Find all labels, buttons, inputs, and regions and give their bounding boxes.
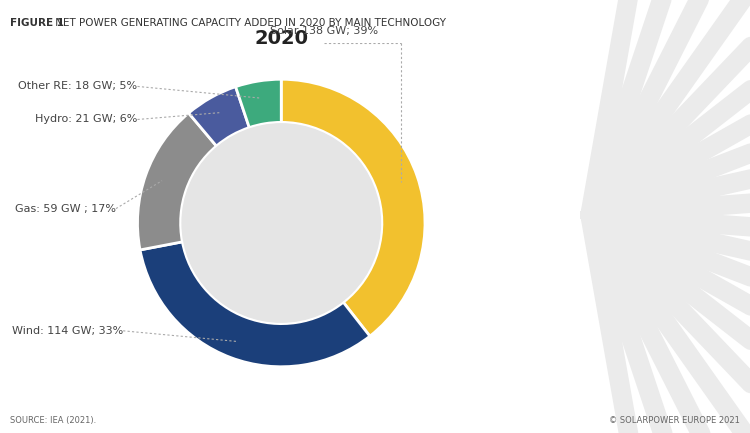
Text: 2020: 2020 [254, 29, 308, 48]
Text: Gas: 59 GW ; 17%: Gas: 59 GW ; 17% [15, 204, 116, 213]
Circle shape [182, 124, 380, 322]
Wedge shape [281, 79, 425, 336]
Text: FIGURE 1: FIGURE 1 [10, 18, 64, 28]
Text: SOURCE: IEA (2021).: SOURCE: IEA (2021). [10, 416, 96, 425]
Text: Hydro: 21 GW; 6%: Hydro: 21 GW; 6% [35, 114, 137, 125]
Wedge shape [236, 79, 281, 128]
Wedge shape [140, 242, 370, 367]
Wedge shape [189, 87, 249, 146]
Text: Solar 138 GW; 39%: Solar 138 GW; 39% [270, 26, 379, 36]
Text: Other RE: 18 GW; 5%: Other RE: 18 GW; 5% [18, 81, 137, 91]
Text: Wind: 114 GW; 33%: Wind: 114 GW; 33% [12, 326, 123, 336]
Text: © SOLARPOWER EUROPE 2021: © SOLARPOWER EUROPE 2021 [609, 416, 740, 425]
Text: NET POWER GENERATING CAPACITY ADDED IN 2020 BY MAIN TECHNOLOGY: NET POWER GENERATING CAPACITY ADDED IN 2… [52, 18, 446, 28]
Wedge shape [137, 113, 217, 250]
